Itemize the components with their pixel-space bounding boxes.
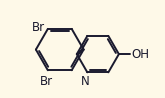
Text: OH: OH bbox=[131, 48, 149, 61]
Text: N: N bbox=[81, 75, 90, 88]
Text: Br: Br bbox=[40, 75, 53, 88]
Text: Br: Br bbox=[32, 21, 45, 34]
